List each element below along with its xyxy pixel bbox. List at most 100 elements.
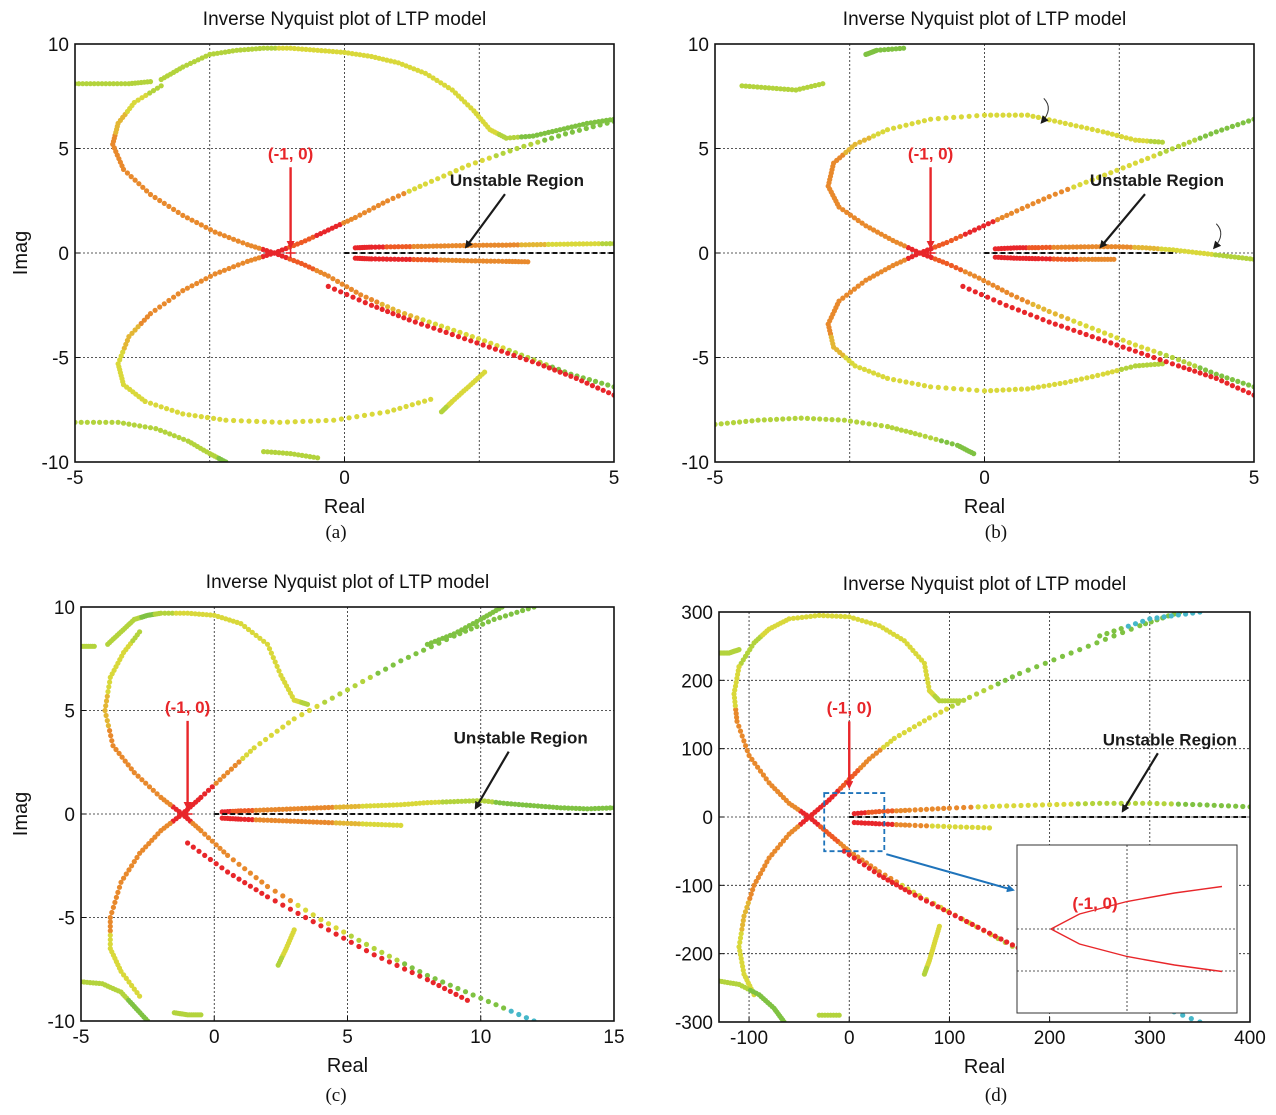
data-point [147,79,154,85]
data-point [745,900,751,906]
data-point [811,416,817,422]
inset-curve [1050,928,1223,973]
data-point [153,426,159,432]
data-point [304,701,311,707]
data-point [580,241,586,247]
data-point [1068,122,1074,128]
data-point [412,186,418,192]
data-point [158,83,164,89]
data-point [131,986,137,992]
data-point [318,231,324,237]
data-point [929,901,935,907]
data-point [820,613,827,619]
data-point [411,256,417,263]
data-point [750,84,757,90]
data-point [299,818,305,825]
data-point [459,994,465,1000]
data-point [422,181,428,187]
data-point [889,425,895,431]
data-point [803,614,809,620]
data-point [238,418,244,424]
data-point [428,178,435,184]
data-point [110,904,116,911]
data-point [424,977,430,983]
x-tick-label: 5 [1249,468,1260,489]
data-point [442,257,448,263]
data-point [371,821,377,828]
data-point [461,258,467,264]
data-point [859,220,865,226]
data-point [442,82,448,88]
y-tick-label: -10 [682,453,709,474]
region-annotation-label: Unstable Region [1103,730,1237,749]
data-point [873,750,880,756]
data-point [734,718,740,724]
data-point [505,350,511,356]
data-point [152,834,158,840]
data-point [523,357,529,363]
data-point [943,385,949,391]
data-point [856,858,862,865]
data-point [871,370,877,376]
data-point [386,959,392,965]
data-point [428,644,434,650]
panel-b: (-1, 0)Unstable Region-5 0 51050-5-10Inver… [682,9,1260,543]
data-point [534,242,540,248]
data-point [795,615,801,621]
data-point [176,434,182,441]
data-point [295,46,301,52]
data-point [535,803,541,809]
data-point [341,935,347,941]
data-point [964,918,970,925]
data-point [733,707,739,713]
data-point [1018,112,1025,118]
data-point [372,244,378,250]
data-point [885,808,891,814]
data-point [1059,653,1066,660]
data-point [948,237,955,244]
data-point [426,243,432,249]
data-point [833,613,840,619]
x-tick-label: -5 [67,468,84,489]
data-point [259,890,265,896]
data-point [1014,294,1020,300]
data-point [415,257,421,263]
data-point [976,275,982,281]
data-point [474,623,480,630]
data-point [1051,256,1057,262]
data-point [386,802,392,808]
data-point [449,257,455,263]
data-point [1145,155,1151,161]
data-point [276,450,282,456]
data-point [850,615,857,621]
data-point [409,402,415,408]
data-point [225,869,231,875]
data-point [1145,346,1151,352]
data-point [766,780,772,786]
data-point [1094,640,1100,646]
data-point [592,241,598,247]
data-point [1034,664,1040,670]
data-point [110,81,117,87]
data-point [492,258,498,264]
x-axis-label: Real [964,496,1005,518]
data-point [1082,801,1088,807]
data-point [315,455,321,461]
y-tick-label: 100 [681,740,713,761]
data-point [530,242,536,248]
data-point [998,936,1004,942]
data-point [486,155,492,161]
data-point [1163,352,1169,358]
data-point [287,818,293,824]
data-point [1192,368,1198,374]
data-point [287,806,293,812]
data-point [493,153,499,159]
data-point [556,133,562,139]
data-point [954,805,960,811]
data-point [816,612,822,619]
data-point [576,127,583,133]
data-point [103,81,109,87]
data-point [812,613,818,619]
data-point [928,116,934,122]
data-point [990,282,996,288]
